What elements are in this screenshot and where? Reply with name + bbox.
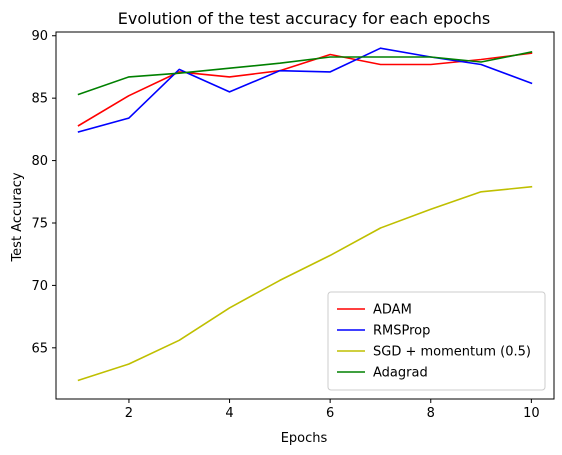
y-tick-label: 90 bbox=[31, 29, 48, 44]
series-line bbox=[77, 52, 533, 127]
legend-box bbox=[327, 291, 546, 391]
y-tick-label: 80 bbox=[31, 154, 48, 169]
chart-title: Evolution of the test accuracy for each … bbox=[118, 9, 490, 28]
y-tick-label: 85 bbox=[31, 92, 48, 107]
y-axis-ticks: 65 70 75 80 85 90 bbox=[31, 29, 56, 356]
x-axis-label: Epochs bbox=[281, 431, 328, 446]
legend: ADAM RMSProp SGD + momentum (0.5) Adagrad bbox=[327, 291, 546, 391]
series-line bbox=[77, 51, 533, 96]
legend-label: ADAM bbox=[373, 303, 412, 318]
legend-label: SGD + momentum (0.5) bbox=[373, 345, 531, 360]
x-tick-label: 10 bbox=[523, 406, 540, 421]
axes-frame bbox=[55, 31, 555, 400]
series-line bbox=[77, 47, 533, 133]
x-tick-label: 2 bbox=[125, 406, 133, 421]
x-axis-ticks: 2 4 6 8 10 bbox=[125, 399, 540, 421]
legend-label: Adagrad bbox=[373, 366, 428, 381]
x-tick-label: 8 bbox=[427, 406, 435, 421]
y-axis-label: Test Accuracy bbox=[10, 172, 25, 262]
x-tick-label: 4 bbox=[225, 406, 233, 421]
x-tick-label: 6 bbox=[326, 406, 334, 421]
legend-label: RMSProp bbox=[373, 324, 430, 339]
plot-area bbox=[77, 47, 533, 382]
y-tick-label: 75 bbox=[31, 216, 48, 231]
series-line bbox=[77, 185, 533, 382]
y-tick-label: 70 bbox=[31, 279, 48, 294]
y-tick-label: 65 bbox=[31, 341, 48, 356]
